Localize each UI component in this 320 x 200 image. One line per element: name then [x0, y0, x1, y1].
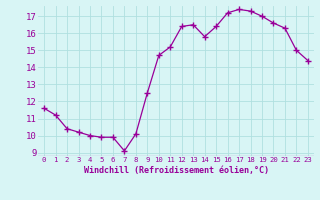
X-axis label: Windchill (Refroidissement éolien,°C): Windchill (Refroidissement éolien,°C) [84, 166, 268, 175]
